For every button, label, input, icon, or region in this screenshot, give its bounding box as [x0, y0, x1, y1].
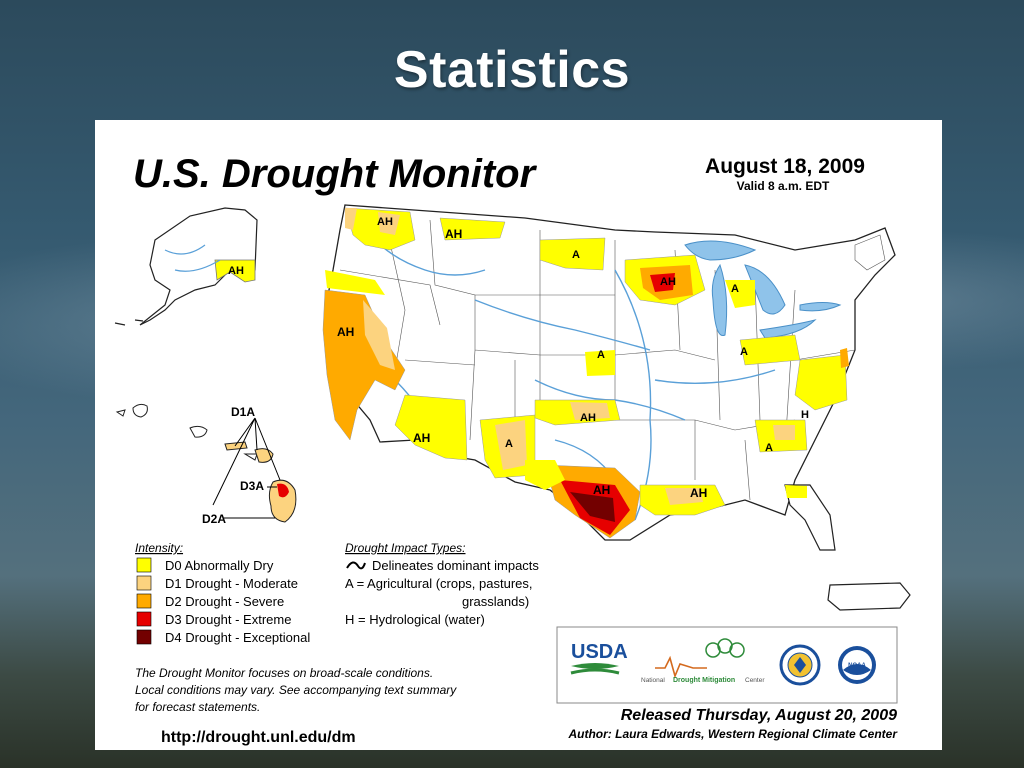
label-a-sc: A	[765, 442, 773, 454]
map-valid-time: Valid 8 a.m. EDT	[737, 179, 830, 193]
map-date: August 18, 2009	[705, 155, 865, 178]
swatch-d0	[136, 557, 152, 573]
logos-box: USDA National Drought Mitigation Center …	[556, 626, 898, 704]
label-ah-mn: AH	[660, 276, 676, 288]
label-ah-la: AH	[690, 486, 707, 500]
drought-monitor-map: U.S. Drought Monitor August 18, 2009 Val…	[95, 120, 942, 750]
swatch-d3	[136, 611, 152, 627]
label-a-mi: A	[731, 283, 739, 295]
note-line1: The Drought Monitor focuses on broad-sca…	[135, 666, 433, 680]
label-a-nm: A	[505, 438, 513, 450]
label-d3a: D3A	[240, 479, 264, 493]
label-ah-tx: AH	[593, 483, 610, 497]
impact-line3: grasslands)	[462, 594, 529, 609]
ndmc-logo: National Drought Mitigation Center	[641, 638, 765, 684]
legend-d4: D4 Drought - Exceptional	[165, 630, 310, 645]
label-ah-mt: AH	[445, 227, 462, 241]
ndmc-suffix: Center	[745, 677, 765, 684]
label-ah-alaska: AH	[228, 265, 244, 277]
contiguous-us-map: AH AH A AH A AH A A AH A AH AH AH H A	[322, 204, 911, 611]
ndmc-name: Drought Mitigation	[673, 677, 735, 684]
noaa-text: NOAA	[848, 663, 866, 669]
ndmc-prefix: National	[641, 677, 665, 684]
impact-line2: A = Agricultural (crops, pastures,	[345, 576, 533, 591]
label-ah-az: AH	[413, 431, 430, 445]
label-ah-ok: AH	[580, 412, 596, 424]
release-date: Released Thursday, August 20, 2009	[621, 707, 897, 724]
drought-url: http://drought.unl.edu/dm	[161, 729, 356, 746]
label-ah-ca: AH	[337, 325, 354, 339]
impact-line-icon	[346, 561, 366, 570]
impact-heading: Drought Impact Types:	[345, 541, 466, 555]
legend-d1: D1 Drought - Moderate	[165, 576, 298, 591]
map-title: U.S. Drought Monitor	[133, 152, 538, 196]
commerce-seal-icon	[779, 644, 821, 686]
legend-d2: D2 Drought - Severe	[165, 594, 284, 609]
author-credit: Author: Laura Edwards, Western Regional …	[567, 727, 898, 741]
swatch-d1	[136, 575, 152, 591]
note-line2: Local conditions may vary. See accompany…	[135, 683, 457, 697]
impact-line4: H = Hydrological (water)	[345, 612, 485, 627]
swatch-d2	[136, 593, 152, 609]
label-ah-wa: AH	[377, 216, 393, 228]
swatch-d4	[136, 629, 152, 645]
intensity-legend: Intensity: D0 Abnormally Dry D1 Drought …	[135, 541, 310, 645]
impact-line1: Delineates dominant impacts	[372, 558, 539, 573]
impact-legend: Drought Impact Types: Delineates dominan…	[345, 541, 539, 627]
label-d2a: D2A	[202, 512, 226, 526]
slide-title: Statistics	[393, 41, 631, 99]
hawaii-map: D1A D3A D2A	[115, 403, 297, 526]
map-canvas: U.S. Drought Monitor August 18, 2009 Val…	[114, 152, 911, 746]
label-a-oh: A	[740, 346, 748, 358]
note-line3: for forecast statements.	[135, 700, 260, 714]
map-note: The Drought Monitor focuses on broad-sca…	[135, 666, 457, 714]
label-a-nd: A	[572, 249, 580, 261]
label-a-ks: A	[597, 349, 605, 361]
intensity-heading: Intensity:	[135, 541, 183, 555]
legend-d3: D3 Drought - Extreme	[165, 612, 291, 627]
usda-logo: USDA	[571, 641, 628, 663]
label-h-va: H	[801, 409, 809, 421]
legend-d0: D0 Abnormally Dry	[165, 558, 274, 573]
noaa-logo-icon: NOAA	[838, 646, 876, 684]
alaska-map: AH	[114, 207, 258, 326]
label-d1a: D1A	[231, 405, 255, 419]
